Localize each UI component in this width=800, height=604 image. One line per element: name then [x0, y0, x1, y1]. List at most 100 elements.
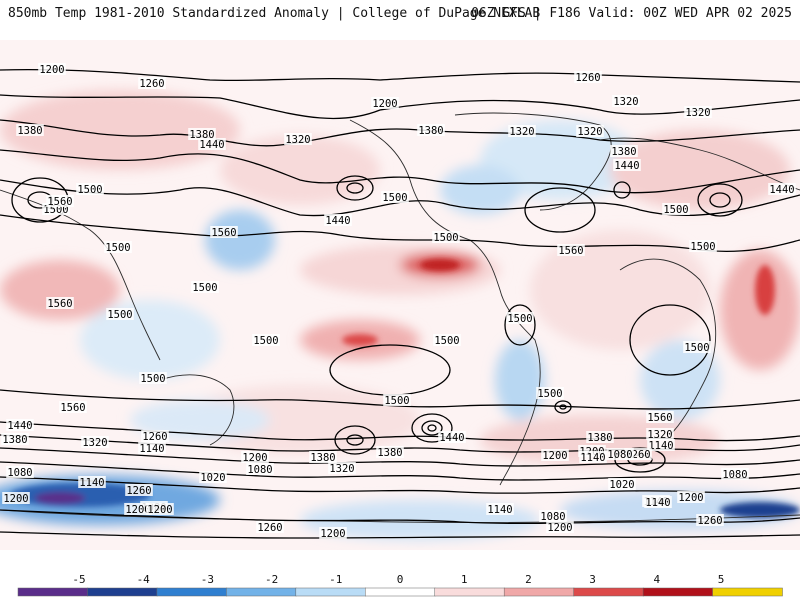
contour-label: 1140 — [79, 477, 104, 489]
colorbar-tick-label: -2 — [265, 573, 278, 586]
strong-anomaly-shading — [10, 259, 800, 518]
contour-label: 1260 — [142, 431, 167, 443]
contour-label-bg — [433, 334, 461, 346]
contour-label-bg — [541, 449, 569, 461]
contour-label: 1440 — [769, 184, 794, 196]
anomaly-shading — [0, 90, 800, 540]
contour-label: 1200 — [372, 98, 397, 110]
contour-label: 1380 — [2, 434, 27, 446]
contour-label-bg — [78, 476, 106, 488]
contour-label: 1200 — [678, 492, 703, 504]
contour-label-bg — [647, 439, 675, 451]
contour-label: 1440 — [439, 432, 464, 444]
contour-label: 1500 — [433, 232, 458, 244]
contour-label-bg — [188, 128, 216, 140]
contour-label: 1560 — [47, 196, 72, 208]
contour-label: 1320 — [509, 126, 534, 138]
contour-label-bg — [383, 394, 411, 406]
contour-label-bg — [76, 183, 104, 195]
colorbar: -5 -4 -3 -2 -1 0 1 2 3 4 5 — [0, 568, 800, 600]
contour-label-bg — [319, 527, 347, 539]
colorbar-tick-label: 4 — [653, 573, 660, 586]
contour-label: 1380 — [587, 432, 612, 444]
contour-label: 1440 — [199, 139, 224, 151]
contour-label-bg — [613, 159, 641, 171]
contour-label-bg — [141, 430, 169, 442]
contour-label: 1560 — [647, 412, 672, 424]
contour-label: 1320 — [329, 463, 354, 475]
contour-label: 1500 — [77, 184, 102, 196]
contour-label-bg — [721, 468, 749, 480]
contour-label: 1500 — [382, 192, 407, 204]
contour-label: 1200 — [320, 528, 345, 540]
contour-label-bg — [606, 448, 634, 460]
contour-label-bg — [241, 451, 269, 463]
contour-label-bg — [381, 191, 409, 203]
contour-label-bg — [59, 401, 87, 413]
contour-label-bg — [124, 503, 152, 515]
contour-label-bg — [536, 387, 564, 399]
contour-label: 1140 — [580, 452, 605, 464]
contour-label: 1260 — [575, 72, 600, 84]
colorbar-bin — [87, 587, 158, 597]
colorbar-bin — [17, 587, 89, 597]
contour-label: 1020 — [609, 479, 634, 491]
contour-label: 1380 — [611, 146, 636, 158]
contour-label: 1140 — [487, 504, 512, 516]
contour-label-bg — [683, 341, 711, 353]
contour-label-bg — [646, 411, 674, 423]
contour-label: 1080 — [7, 467, 32, 479]
contour-label: 1080 — [607, 449, 632, 461]
contour-label-bg — [2, 492, 30, 504]
contour-label: 1200 — [242, 452, 267, 464]
colorbar-ticks: -5 -4 -3 -2 -1 0 1 2 3 4 5 — [72, 573, 724, 586]
contour-label: 1500 — [507, 313, 532, 325]
contour-label: 1560 — [558, 245, 583, 257]
contour-label: 1320 — [82, 437, 107, 449]
contour-label-bg — [46, 195, 74, 207]
contour-label: 1260 — [139, 78, 164, 90]
title-bar: 850mb Temp 1981-2010 Standardized Anomal… — [0, 0, 800, 30]
contour-label: 1200 — [3, 493, 28, 505]
contour-label: 1020 — [200, 472, 225, 484]
contour-label: 1260 — [257, 522, 282, 534]
contour-label-bg — [16, 124, 44, 136]
contour-label-bg — [417, 124, 445, 136]
colorbar-bins — [17, 587, 783, 597]
contour-label: 1320 — [613, 96, 638, 108]
contour-label: 1500 — [384, 395, 409, 407]
contour-label-bg — [38, 63, 66, 75]
contour-label: 1080 — [722, 469, 747, 481]
contour-label-bg — [768, 183, 796, 195]
contour-label-bg — [256, 521, 284, 533]
contour-label: 1500 — [663, 204, 688, 216]
model-run-info: 06Z GFS | F186 Valid: 00Z WED APR 02 202… — [471, 6, 792, 21]
coastlines — [0, 112, 800, 523]
colorbar-tick-label: -3 — [201, 573, 214, 586]
contour-label-bg — [662, 203, 690, 215]
colorbar-tick-label: 3 — [589, 573, 596, 586]
contour-label-bg — [608, 478, 636, 490]
contour-label-bg — [106, 308, 134, 320]
contour-label: 1380 — [418, 125, 443, 137]
contour-label-bg — [579, 451, 607, 463]
contour-label-bg — [252, 334, 280, 346]
colorbar-bin — [226, 587, 297, 597]
contour-label-bg — [506, 312, 534, 324]
contour-label-bg — [557, 244, 585, 256]
contour-label: 1140 — [645, 497, 670, 509]
contour-label: 1200 — [147, 504, 172, 516]
contour-label: 1560 — [47, 298, 72, 310]
contour-label: 1440 — [614, 160, 639, 172]
contour-label-bg — [539, 510, 567, 522]
contour-label: 1500 — [684, 342, 709, 354]
contour-label: 1560 — [60, 402, 85, 414]
colorbar-bin — [503, 587, 575, 597]
contour-label-bg — [199, 471, 227, 483]
height-contours — [0, 69, 800, 539]
colorbar-bin — [712, 587, 783, 597]
contour-labels: 1200 1260 1260 1200 1320 1320 1320 1380 1320 1380… — [1, 63, 796, 540]
contour-label-bg — [586, 431, 614, 443]
colorbar-tick-label: -5 — [72, 573, 85, 586]
contour-label: 1500 — [192, 282, 217, 294]
